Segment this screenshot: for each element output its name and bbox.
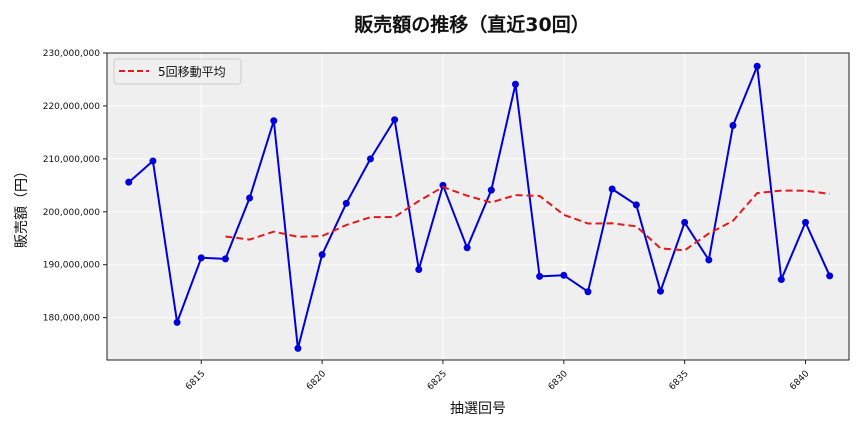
x-tick-label: 6815 bbox=[184, 369, 207, 392]
x-tick-label: 6835 bbox=[668, 369, 691, 392]
data-point-marker bbox=[318, 251, 326, 259]
data-point-marker bbox=[246, 194, 254, 202]
data-point-marker bbox=[487, 186, 495, 194]
data-point-marker bbox=[801, 218, 809, 226]
data-point-marker bbox=[753, 62, 761, 70]
data-point-marker bbox=[342, 199, 350, 207]
data-point-marker bbox=[173, 318, 181, 326]
data-point-marker bbox=[826, 272, 834, 280]
data-point-marker bbox=[705, 256, 713, 264]
legend: 5回移動平均 bbox=[113, 58, 242, 85]
data-point-marker bbox=[294, 344, 302, 352]
plot-area bbox=[107, 53, 849, 360]
data-point-marker bbox=[125, 178, 133, 186]
data-point-marker bbox=[149, 157, 157, 165]
x-tick-label: 6830 bbox=[547, 369, 570, 392]
legend-box bbox=[113, 58, 242, 85]
data-point-marker bbox=[681, 218, 689, 226]
data-point-marker bbox=[729, 122, 737, 130]
data-point-marker bbox=[463, 244, 471, 252]
y-tick-label: 190,000,000 bbox=[43, 261, 101, 271]
x-axis: 6815 6820 6825 6830 6835 6840 bbox=[184, 360, 812, 392]
sales-line bbox=[128, 65, 831, 350]
y-tick-label: 210,000,000 bbox=[43, 155, 101, 165]
data-point-marker bbox=[197, 254, 205, 262]
data-point-marker bbox=[270, 117, 278, 125]
y-axis-label: 販売額（円） bbox=[14, 164, 30, 248]
data-point-marker bbox=[777, 276, 785, 284]
legend-label: 5回移動平均 bbox=[158, 65, 226, 79]
y-tick-label: 220,000,000 bbox=[43, 102, 101, 112]
data-point-marker bbox=[221, 255, 229, 263]
series-layer bbox=[125, 62, 834, 352]
x-axis-label: 抽選回号 bbox=[450, 401, 506, 417]
data-point-marker bbox=[391, 116, 399, 124]
data-point-marker bbox=[415, 265, 423, 273]
y-axis: 180,000,000 190,000,000 200,000,000 210,000… bbox=[43, 49, 107, 324]
data-point-marker bbox=[584, 288, 592, 296]
x-tick-label: 6820 bbox=[305, 369, 328, 392]
x-tick-label: 6825 bbox=[426, 369, 449, 392]
y-tick-label: 230,000,000 bbox=[43, 49, 101, 59]
moving-average-line bbox=[225, 185, 830, 252]
data-point-marker bbox=[560, 271, 568, 279]
data-point-marker bbox=[632, 201, 640, 209]
data-point-marker bbox=[511, 80, 519, 88]
data-point-marker bbox=[366, 155, 374, 163]
y-tick-label: 200,000,000 bbox=[43, 208, 101, 218]
plot-frame bbox=[106, 52, 850, 361]
chart-title: 販売額の推移（直近30回） bbox=[354, 13, 589, 36]
data-point-marker bbox=[656, 287, 664, 295]
data-point-marker bbox=[608, 185, 616, 193]
x-tick-label: 6840 bbox=[788, 369, 811, 392]
data-point-marker bbox=[536, 272, 544, 280]
y-tick-label: 180,000,000 bbox=[43, 314, 101, 324]
